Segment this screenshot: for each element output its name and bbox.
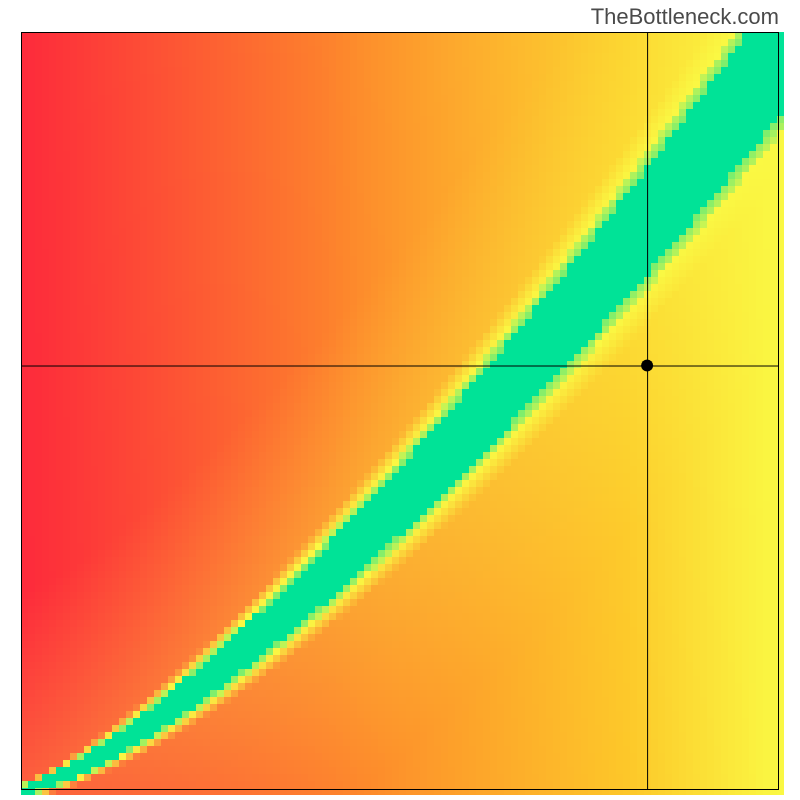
bottleneck-heatmap [0, 0, 800, 800]
watermark-text: TheBottleneck.com [591, 4, 779, 30]
